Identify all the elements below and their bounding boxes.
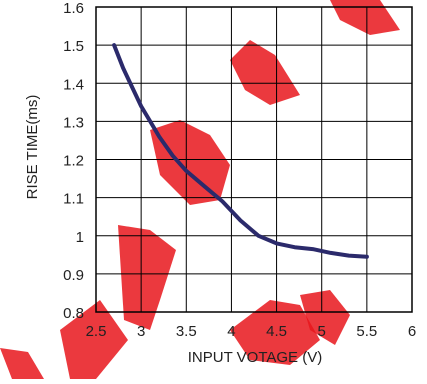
x-tick-label: 3: [137, 323, 145, 340]
x-tick-label: 5.5: [356, 323, 377, 340]
x-axis-label: INPUT VOTAGE (V): [188, 349, 322, 366]
watermark-shape: [60, 300, 128, 379]
watermark-shape: [118, 225, 176, 330]
y-axis-label: RISE TIME(ms): [24, 95, 41, 200]
watermark-shape: [300, 290, 350, 345]
x-tick-label: 2.5: [86, 323, 107, 340]
x-tick-label: 3.5: [176, 323, 197, 340]
x-tick-label: 4.5: [266, 323, 287, 340]
watermark-shape: [230, 300, 320, 365]
y-tick-label: 1.4: [63, 76, 84, 93]
x-tick-label: 6: [408, 323, 416, 340]
series-layer: [112, 43, 369, 259]
watermark-shape: [230, 40, 300, 105]
watermark-shape: [150, 120, 230, 205]
y-tick-label: 1.6: [63, 0, 84, 17]
plot-frame: [95, 6, 413, 313]
watermark-shape: [0, 348, 44, 379]
watermark-shape: [330, 0, 400, 35]
x-tick-labels: 2.5 3 3.5 4 4.5 5 5.5 6: [86, 323, 417, 340]
x-tick-label: 5: [318, 323, 326, 340]
watermark: [0, 0, 400, 379]
y-tick-label: 1.5: [63, 38, 84, 55]
y-tick-label: 1.3: [63, 114, 84, 131]
series-line-1: [112, 43, 369, 259]
y-tick-label: 1.1: [63, 191, 84, 208]
y-tick-label: 0.8: [63, 305, 84, 322]
y-tick-labels: 0.8 0.9 1 1.1 1.2 1.3 1.4 1.5 1.6: [63, 0, 84, 322]
y-tick-label: 1.2: [63, 153, 84, 170]
y-tick-label: 1: [76, 229, 84, 246]
grid: [96, 7, 412, 312]
x-tick-label: 4: [227, 323, 235, 340]
y-tick-label: 0.9: [63, 267, 84, 284]
